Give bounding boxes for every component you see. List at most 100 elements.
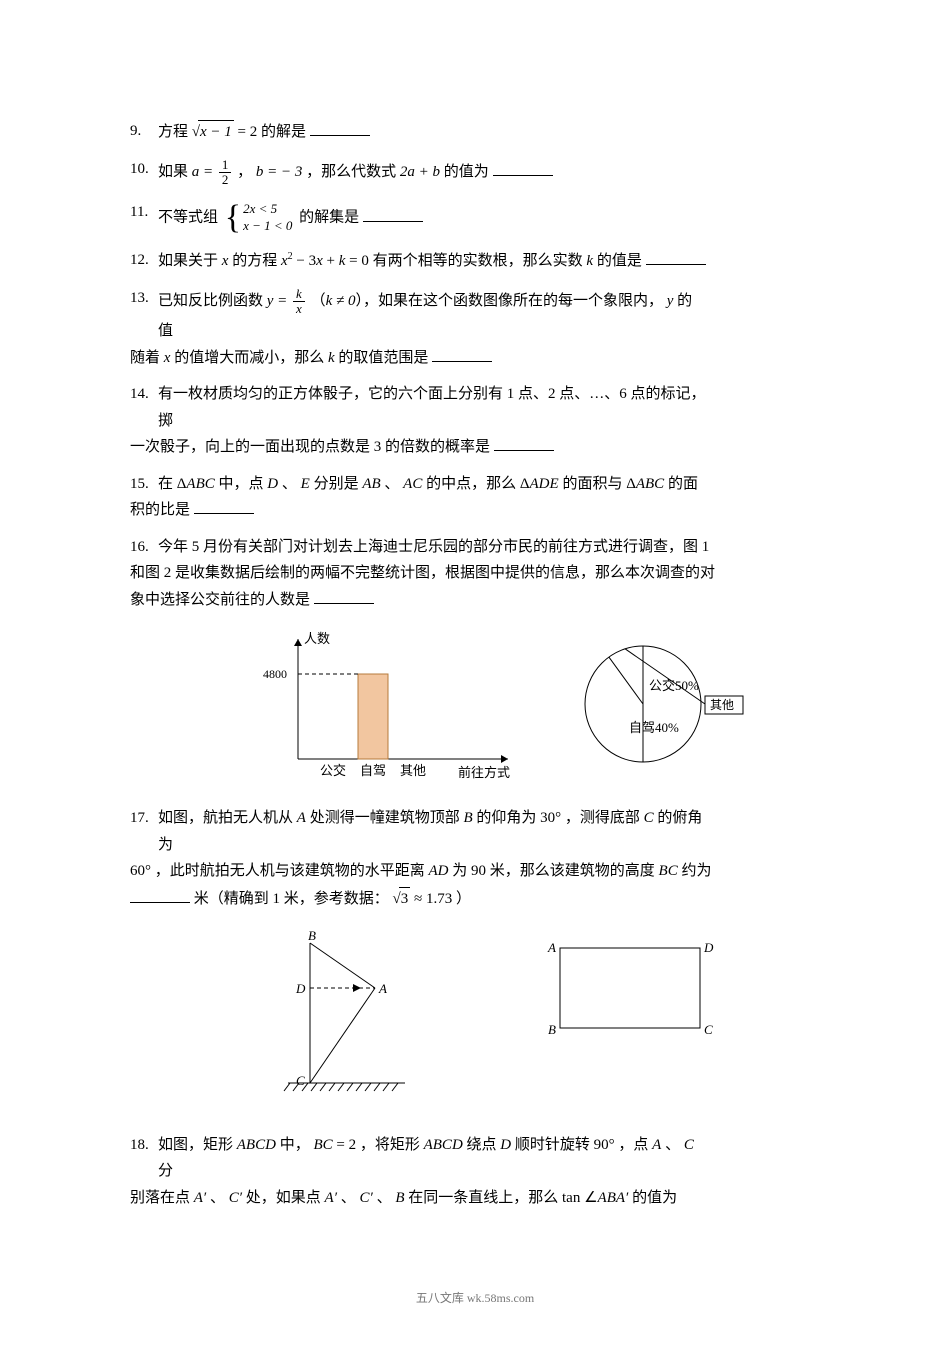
text: ，: [237, 164, 252, 180]
text: 处，如果点: [246, 1190, 321, 1206]
text: 的面积与: [562, 476, 622, 492]
qnum: 13.: [130, 287, 158, 310]
svg-text:4800: 4800: [263, 667, 287, 681]
sys-line2: x − 1 < 0: [243, 218, 292, 235]
sys-line1: 2x < 5: [243, 201, 292, 218]
text: 为 90 米，那么该建筑物的高度: [452, 863, 655, 879]
text: 今年 5 月份有关部门对计划去上海迪士尼乐园的部分市民的前往方式进行调查，图 1: [158, 536, 820, 559]
var: C: [684, 1137, 694, 1153]
math: a = 1 2: [192, 164, 237, 180]
text: 的解集是: [299, 210, 359, 226]
text: 如图，矩形: [158, 1137, 233, 1153]
math: b = − 3: [256, 164, 303, 180]
charts-row: 人数前往方式4800公交自驾其他 公交50%自驾40%其他: [190, 629, 820, 789]
question-16: 16. 今年 5 月份有关部门对计划去上海迪士尼乐园的部分市民的前往方式进行调查…: [130, 536, 820, 790]
sqrt: √3 ≈ 1.73: [393, 891, 453, 907]
answer-blank: [363, 207, 423, 222]
qcontent: 如图，矩形 ABCD 中， BC = 2 ，将矩形 ABCD 绕点 D 顺时针旋…: [158, 1134, 820, 1157]
qnum: 12.: [130, 249, 158, 272]
question-9: 9. 方程 √x − 1 = 2 的解是: [130, 120, 820, 144]
footer: 五八文库 wk.58ms.com: [130, 1289, 820, 1307]
text: 的值为: [444, 164, 489, 180]
svg-text:D: D: [295, 981, 306, 996]
answer-blank: [432, 347, 492, 362]
diagrams-row: BDAC ADBC: [170, 928, 820, 1116]
var-k: k: [328, 350, 335, 366]
text: 的俯角: [657, 810, 702, 826]
var: C′: [360, 1190, 373, 1206]
var: E: [301, 476, 310, 492]
var: A′: [194, 1190, 206, 1206]
text: 方程: [158, 124, 188, 140]
fraction: 1 2: [219, 158, 232, 188]
continuation: 象中选择公交前往的人数是: [130, 589, 820, 612]
angle: 60°: [130, 863, 151, 879]
text: 值: [158, 320, 820, 343]
tan: tan: [562, 1190, 580, 1206]
text: 一次骰子，向上的一面出现的点数是 3 的倍数的概率是: [130, 439, 490, 455]
answer-blank: [314, 589, 374, 604]
bar-chart: 人数前往方式4800公交自驾其他: [258, 629, 518, 789]
answer-blank: [310, 121, 370, 136]
var-k: k: [586, 253, 593, 269]
continuation: 别落在点 A′ 、 C′ 处，如果点 A′ 、 C′ 、 B 在同一条直线上，那…: [130, 1187, 820, 1210]
svg-text:B: B: [548, 1022, 556, 1037]
text: 在: [158, 476, 173, 492]
qcontent: 如图，航拍无人机从 A 处测得一幢建筑物顶部 B 的仰角为 30° ，测得底部 …: [158, 807, 820, 830]
question-11: 11. 不等式组 { 2x < 5 x − 1 < 0 的解集是: [130, 201, 820, 235]
inequality-system: { 2x < 5 x − 1 < 0: [225, 201, 293, 235]
var: D: [267, 476, 278, 492]
text: 、: [665, 1137, 680, 1153]
pie-chart: 公交50%自驾40%其他: [578, 639, 753, 789]
text: 的仰角为: [476, 810, 536, 826]
fraction: k x: [293, 287, 305, 317]
text: 绕点: [467, 1137, 497, 1153]
var-y: y: [667, 293, 674, 309]
answer-blank: [646, 250, 706, 265]
eq: BC = 2: [313, 1137, 356, 1153]
text: 有一枚材质均匀的正方体骰子，它的六个面上分别有 1 点、2 点、…、6 点的标记…: [158, 383, 820, 406]
text: 象中选择公交前往的人数是: [130, 592, 310, 608]
var: B: [463, 810, 472, 826]
text: 约为: [681, 863, 711, 879]
var: A: [652, 1137, 661, 1153]
text: 的: [677, 293, 692, 309]
text: 分: [158, 1160, 820, 1183]
qcontent: 如果关于 x 的方程 x2 − 3x + k = 0 有两个相等的实数根，那么实…: [158, 249, 820, 273]
text: 的值是: [597, 253, 642, 269]
building-diagram: BDAC: [270, 928, 420, 1116]
svg-text:公交: 公交: [319, 763, 345, 778]
var: AB: [362, 476, 380, 492]
qnum: 15.: [130, 473, 158, 496]
question-18: 18. 如图，矩形 ABCD 中， BC = 2 ，将矩形 ABCD 绕点 D …: [130, 1134, 820, 1210]
svg-text:自驾: 自驾: [359, 763, 385, 778]
equation: x2 − 3x + k = 0: [281, 253, 369, 269]
angle: 90°: [594, 1137, 615, 1153]
triangle: ΔABC: [177, 476, 215, 492]
text: 如图，航拍无人机从: [158, 810, 293, 826]
function: y = k x: [267, 293, 311, 309]
qcontent: 已知反比例函数 y = k x （k ≠ 0），如果在这个函数图像所在的每一个象…: [158, 287, 820, 317]
answer-blank: [130, 888, 190, 903]
text: 的值为: [632, 1190, 677, 1206]
var: A: [297, 810, 306, 826]
text: 的方程: [232, 253, 277, 269]
question-14: 14. 有一枚材质均匀的正方体骰子，它的六个面上分别有 1 点、2 点、…、6 …: [130, 383, 820, 459]
qnum: 10.: [130, 158, 158, 181]
qnum: 16.: [130, 536, 158, 559]
triangle: ΔABC: [626, 476, 664, 492]
continuation: 随着 x 的值增大而减小，那么 k 的取值范围是: [130, 347, 820, 370]
text: 米（精确到 1 米，参考数据：: [194, 891, 389, 907]
qnum: 17.: [130, 807, 158, 830]
var: B: [395, 1190, 404, 1206]
var: BC: [659, 863, 678, 879]
question-13: 13. 已知反比例函数 y = k x （k ≠ 0），如果在这个函数图像所在的…: [130, 287, 820, 370]
text: 随着: [130, 350, 160, 366]
text: 和图 2 是收集数据后绘制的两幅不完整统计图，根据图中提供的信息，那么本次调查的…: [130, 562, 820, 585]
text: 有两个相等的实数根，那么实数: [373, 253, 583, 269]
text: 的中点，那么: [426, 476, 516, 492]
qcontent: 在 ΔABC 中，点 D 、 E 分别是 AB 、 AC 的中点，那么 ΔADE…: [158, 473, 820, 496]
svg-text:其他: 其他: [399, 763, 425, 778]
svg-text:A: A: [547, 940, 556, 955]
question-17: 17. 如图，航拍无人机从 A 处测得一幢建筑物顶部 B 的仰角为 30° ，测…: [130, 807, 820, 1116]
